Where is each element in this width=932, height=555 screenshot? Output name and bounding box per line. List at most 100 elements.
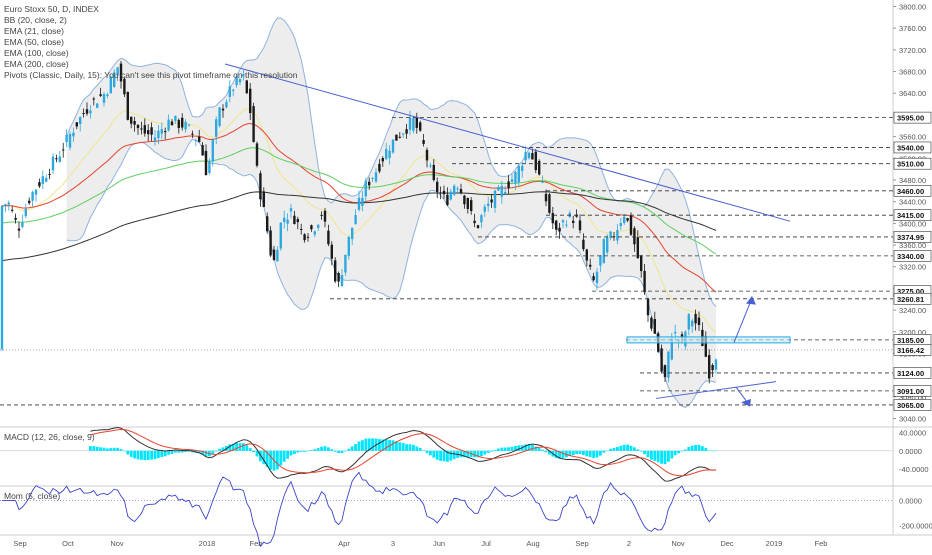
y-tick-label: 3440.00 — [899, 198, 926, 207]
macd-hist-bar — [673, 450, 677, 456]
price-level-tag — [893, 385, 932, 397]
candle-body — [0, 205, 4, 350]
candle-body — [623, 216, 626, 224]
y-tick-label: 3040.00 — [899, 414, 926, 423]
candle-body — [517, 165, 520, 183]
macd-hist-bar — [133, 450, 136, 459]
macd-hist-bar — [146, 450, 150, 460]
candle-body — [296, 219, 299, 223]
candle-body — [276, 249, 279, 262]
candle-body — [41, 176, 44, 185]
macd-hist-bar — [582, 450, 585, 456]
macd-hist-bar — [408, 444, 412, 451]
y-tick-label: 3800.00 — [899, 3, 926, 12]
macd-hist-bar — [622, 444, 626, 451]
candle-body — [585, 249, 588, 261]
macd-hist-bar — [395, 441, 398, 451]
macd-hist-bar — [333, 450, 337, 452]
macd-hist-bar — [252, 450, 255, 453]
macd-hist-bar — [157, 450, 160, 459]
candle-body — [130, 116, 133, 124]
macd-hist-bar — [497, 448, 500, 451]
macd-hist-bar — [197, 450, 201, 454]
macd-hist-bar — [714, 450, 718, 452]
macd-hist-bar — [201, 450, 204, 455]
candle-body — [133, 120, 136, 125]
price-level-tag — [893, 399, 932, 411]
candle-body — [109, 77, 112, 94]
candle-body — [541, 181, 544, 183]
candle-body — [589, 264, 592, 267]
macd-hist-bar — [180, 450, 184, 453]
x-tick-label: Sep — [13, 539, 26, 548]
candle-body — [48, 174, 51, 176]
candle-body — [167, 119, 170, 131]
macd-hist-bar — [449, 450, 453, 461]
x-tick-label: 2019 — [766, 539, 783, 548]
candle-body — [402, 133, 405, 135]
candle-body — [490, 199, 493, 203]
macd-hist-bar — [507, 447, 510, 451]
macd-hist-bar — [245, 445, 249, 451]
macd-hist-bar — [123, 450, 126, 452]
candle-body — [558, 227, 561, 232]
macd-hist-bar — [102, 447, 106, 451]
price-level-tag — [893, 111, 932, 124]
macd-hist-bar — [677, 450, 680, 454]
candle-body — [531, 153, 534, 160]
macd-hist-bar — [694, 445, 697, 451]
price-level-label: 3185.00 — [897, 336, 924, 345]
candle-body — [221, 108, 225, 111]
price-level-label: 3260.81 — [897, 295, 924, 304]
price-level-label: 3275.00 — [897, 287, 924, 296]
candle-body — [215, 119, 218, 137]
x-tick-label: Jul — [481, 539, 491, 548]
candle-body — [272, 249, 276, 261]
y-tick-label: 3320.00 — [899, 263, 926, 272]
macd-hist-bar — [320, 446, 323, 451]
candle-body — [599, 255, 602, 266]
candle-body — [153, 137, 157, 142]
candle-body — [51, 156, 55, 171]
candle-body — [269, 230, 272, 256]
macd-hist-bar — [248, 448, 252, 451]
y-tick-label: 3240.00 — [899, 306, 926, 315]
macd-hist-bar — [95, 446, 99, 451]
macd-hist-bar — [136, 450, 140, 460]
legend-ema21: EMA (21, close) — [4, 26, 64, 36]
candle-body — [422, 140, 425, 144]
candle-body — [544, 193, 548, 202]
macd-hist-bar — [490, 450, 493, 452]
macd-hist-bar — [265, 450, 269, 468]
candle-body — [697, 317, 701, 326]
macd-hist-bar — [405, 444, 408, 451]
candle-body — [68, 134, 72, 148]
candle-body — [592, 276, 595, 281]
candle-body — [538, 160, 541, 175]
candle-body — [663, 365, 667, 378]
price-level-label: 3374.95 — [897, 233, 924, 242]
macd-hist-bar — [711, 450, 714, 452]
macd-hist-bar — [92, 446, 96, 451]
macd-hist-bar — [476, 450, 480, 458]
macd-hist-bar — [636, 449, 640, 451]
macd-hist-bar — [361, 440, 364, 451]
macd-hist-bar — [609, 448, 612, 451]
price-level-tag — [893, 209, 932, 222]
macd-hist-bar — [565, 450, 568, 458]
candle-body — [354, 215, 357, 225]
macd-hist-bar — [242, 443, 245, 451]
candle-body — [626, 218, 629, 221]
macd-hist-bar — [378, 439, 381, 451]
candle-body — [609, 231, 612, 238]
macd-hist-bar — [680, 450, 684, 452]
macd-hist-bar — [262, 450, 266, 465]
x-tick-label: Sep — [575, 539, 588, 548]
legend-ema200: EMA (200, close) — [4, 59, 69, 69]
candle-body — [313, 231, 316, 235]
candle-body — [463, 195, 466, 205]
candle-body — [510, 179, 514, 183]
candle-body — [500, 185, 503, 197]
macd-hist-bar — [558, 450, 561, 459]
